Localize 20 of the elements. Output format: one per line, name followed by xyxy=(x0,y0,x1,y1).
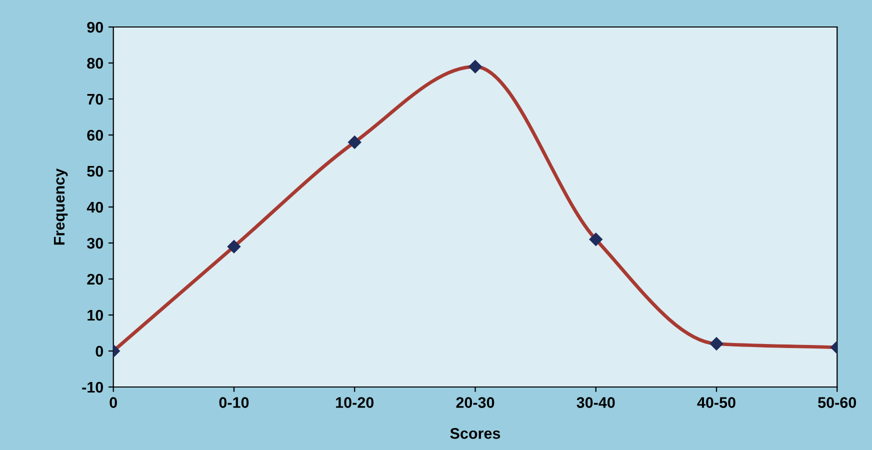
x-tick-label: 20-30 xyxy=(456,397,494,408)
y-tick-label: 90 xyxy=(87,22,104,33)
x-tick-label: 40-50 xyxy=(697,397,736,408)
x-tick-label: 0-10 xyxy=(219,397,249,408)
y-tick-label: 80 xyxy=(87,58,104,69)
y-tick-label: 50 xyxy=(87,166,104,177)
x-tick-label: 30-40 xyxy=(576,397,615,408)
x-tick-label: 50-60 xyxy=(818,397,856,408)
y-axis-title: Frequency xyxy=(54,168,68,245)
y-tick-label: 0 xyxy=(96,346,104,357)
y-tick-label: -10 xyxy=(82,382,104,393)
y-tick-label: 70 xyxy=(87,94,104,105)
x-tick-label: 0 xyxy=(110,397,117,408)
x-axis-title: Scores xyxy=(450,428,500,439)
y-tick-label: 60 xyxy=(87,130,104,141)
x-tick-label: 10-20 xyxy=(336,397,374,408)
y-tick-label: 10 xyxy=(88,310,104,321)
y-tick-label: 30 xyxy=(86,238,104,249)
y-tick-label: 40 xyxy=(86,202,104,213)
y-tick-label: 20 xyxy=(87,274,104,285)
